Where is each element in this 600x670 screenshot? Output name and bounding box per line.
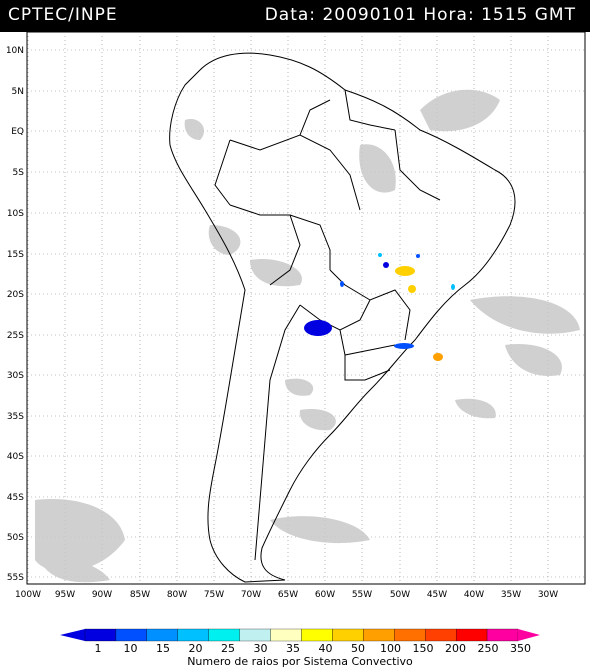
scale-label: 10 bbox=[124, 642, 138, 654]
scale-cell bbox=[455, 628, 488, 642]
storm-cluster bbox=[416, 254, 420, 258]
storm-cluster bbox=[408, 285, 416, 293]
title-bar: CPTEC/INPE Data: 20090101 Hora: 1515 GMT bbox=[0, 0, 590, 32]
scale-label: 35 bbox=[286, 642, 300, 654]
scale-cell bbox=[146, 628, 178, 642]
longitude-label: 85W bbox=[130, 590, 150, 600]
scale-cell bbox=[394, 628, 426, 642]
longitude-label: 35W bbox=[501, 590, 521, 600]
longitude-label: 65W bbox=[278, 590, 298, 600]
lightning-map: 10N5NEQ5S10S15S20S25S30S35S40S45S50S55S … bbox=[6, 31, 586, 600]
storm-cluster bbox=[395, 266, 415, 276]
longitude-label: 75W bbox=[204, 590, 224, 600]
longitude-label: 45W bbox=[427, 590, 447, 600]
longitude-label: 70W bbox=[241, 590, 261, 600]
latitude-label: 10S bbox=[7, 209, 24, 219]
scale-title: Numero de raios por Sistema Convectivo bbox=[187, 655, 413, 668]
latitude-label: 55S bbox=[7, 573, 24, 583]
continent-outline bbox=[169, 52, 516, 583]
cloud-shading bbox=[35, 89, 580, 583]
scale-cell bbox=[425, 628, 457, 642]
storm-cluster-large bbox=[304, 320, 332, 336]
scale-cell bbox=[363, 628, 395, 642]
scale-label: 1 bbox=[95, 642, 102, 654]
scale-label: 20 bbox=[189, 642, 203, 654]
scale-labels: 1 10 15 20 25 30 35 40 50 100 150 200 250 350 bbox=[95, 642, 532, 654]
latitude-label: 5S bbox=[13, 168, 25, 178]
longitude-label: 60W bbox=[315, 590, 335, 600]
longitude-label: 80W bbox=[167, 590, 187, 600]
latitude-label: 20S bbox=[7, 290, 24, 300]
scale-label: 200 bbox=[445, 642, 466, 654]
longitude-label: 30W bbox=[538, 590, 558, 600]
scale-bar bbox=[60, 628, 540, 642]
scale-cell bbox=[301, 628, 333, 642]
convective-storms bbox=[304, 253, 455, 361]
color-scale: 1 10 15 20 25 30 35 40 50 100 150 200 250 350 bbox=[60, 628, 540, 654]
longitude-labels: 100W 95W 90W 85W 80W 75W 70W 65W 60W 55W 50W 45W 40W… bbox=[15, 590, 558, 600]
storm-cluster bbox=[340, 281, 344, 287]
scale-label: 50 bbox=[351, 642, 365, 654]
scale-label: 15 bbox=[156, 642, 170, 654]
scale-cell bbox=[270, 628, 302, 642]
scale-cell bbox=[115, 628, 148, 642]
longitude-label: 40W bbox=[464, 590, 484, 600]
storm-cluster bbox=[394, 343, 414, 349]
scale-cell bbox=[239, 628, 271, 642]
scale-label: 25 bbox=[221, 642, 235, 654]
scale-cell bbox=[486, 628, 519, 642]
latitude-label: 10N bbox=[6, 46, 24, 56]
scale-label: 150 bbox=[413, 642, 434, 654]
storm-cluster bbox=[433, 353, 443, 361]
scale-label: 100 bbox=[380, 642, 401, 654]
latitude-label: 25S bbox=[7, 331, 24, 341]
scale-cell bbox=[208, 628, 240, 642]
latitude-label: 35S bbox=[7, 412, 24, 422]
scale-cell bbox=[332, 628, 364, 642]
latitude-label: 40S bbox=[7, 452, 24, 462]
agency-label: CPTEC/INPE bbox=[8, 5, 118, 25]
scale-label: 250 bbox=[478, 642, 499, 654]
latitude-label: EQ bbox=[11, 127, 24, 137]
latitude-label: 50S bbox=[7, 533, 24, 543]
storm-cluster bbox=[378, 253, 382, 257]
scale-label: 350 bbox=[510, 642, 531, 654]
longitude-label: 95W bbox=[55, 590, 75, 600]
date-time-label: Data: 20090101 Hora: 1515 GMT bbox=[264, 5, 576, 25]
scale-label: 40 bbox=[319, 642, 333, 654]
latitude-label: 30S bbox=[7, 371, 24, 381]
latitude-labels: 10N 5N EQ 5S 10S 15S 20S 25S 30S 35S 40S 45S 50S 55S bbox=[6, 46, 24, 583]
storm-cluster bbox=[383, 262, 389, 268]
scale-arrow-right bbox=[518, 629, 540, 641]
latitude-label: 45S bbox=[7, 493, 24, 503]
scale-arrow-left bbox=[60, 629, 85, 641]
scale-cell bbox=[177, 628, 209, 642]
longitude-label: 55W bbox=[352, 590, 372, 600]
storm-cluster bbox=[451, 284, 455, 290]
longitude-label: 100W bbox=[15, 590, 41, 600]
scale-label: 30 bbox=[254, 642, 268, 654]
latitude-label: 15S bbox=[7, 250, 24, 260]
longitude-label: 90W bbox=[92, 590, 112, 600]
longitude-label: 50W bbox=[390, 590, 410, 600]
scale-cell bbox=[84, 628, 117, 642]
latitude-label: 5N bbox=[12, 87, 24, 97]
